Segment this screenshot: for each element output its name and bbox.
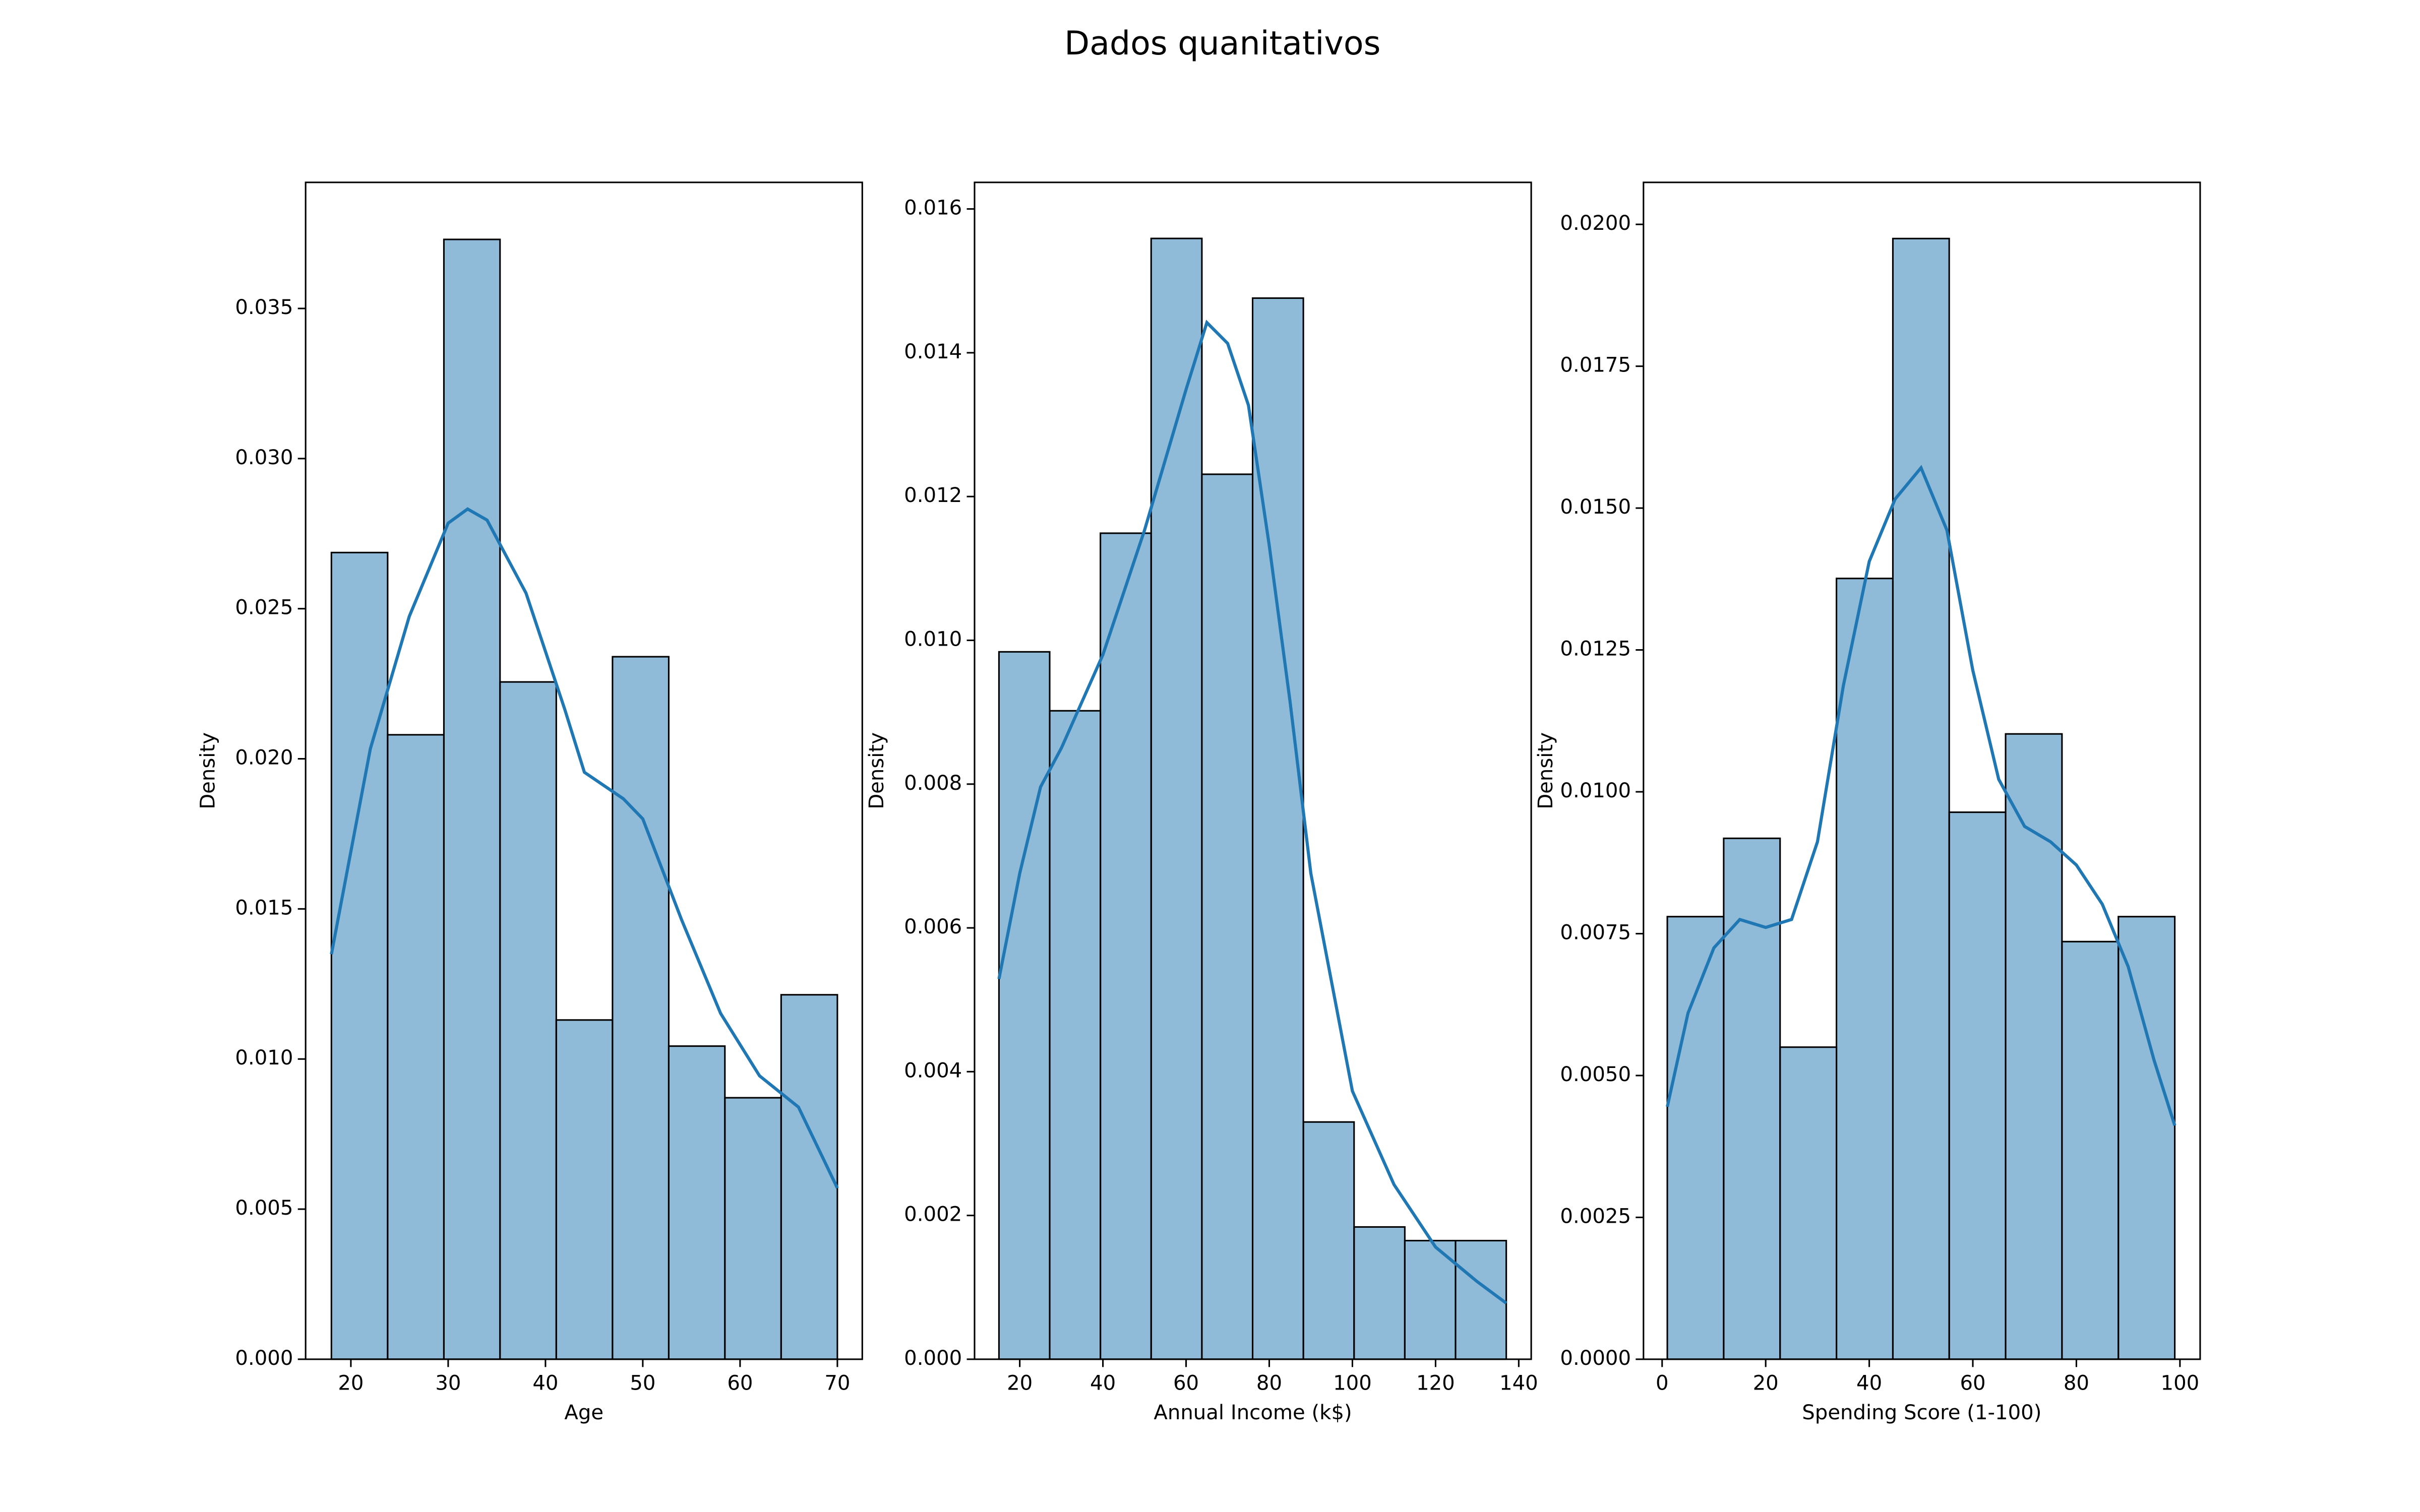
kde-line xyxy=(1666,465,2176,1126)
x-tick-label: 20 xyxy=(1753,1371,1779,1395)
y-tick-label: 0.016 xyxy=(904,197,962,220)
x-tick-label: 20 xyxy=(1007,1371,1033,1395)
kde-line xyxy=(997,320,1507,1305)
histogram-bar xyxy=(387,734,445,1360)
histogram-bar xyxy=(1666,916,1725,1360)
histogram-bar xyxy=(330,551,389,1360)
y-tick-label: 0.015 xyxy=(235,896,293,919)
y-tick-label: 0.012 xyxy=(904,484,962,507)
histogram-bar xyxy=(1251,297,1304,1360)
figure-title: Dados quanitativos xyxy=(1064,25,1380,62)
histogram-bar xyxy=(668,1045,726,1360)
histogram-bar xyxy=(1302,1121,1355,1360)
x-tick-label: 40 xyxy=(532,1371,558,1395)
histogram-bar xyxy=(1948,811,2007,1360)
x-tick-label: 50 xyxy=(630,1371,655,1395)
histogram-bar xyxy=(2061,940,2120,1360)
y-tick-label: 0.0025 xyxy=(1560,1205,1631,1228)
x-tick-label: 20 xyxy=(338,1371,364,1395)
histogram-bar xyxy=(780,994,838,1360)
x-tick-label: 80 xyxy=(2064,1371,2089,1395)
x-axis-label: Annual Income (k$) xyxy=(1154,1401,1352,1424)
histogram-bar xyxy=(2118,916,2176,1360)
histogram-bar xyxy=(1201,473,1254,1360)
x-tick-label: 60 xyxy=(727,1371,753,1395)
y-tick-label: 0.0000 xyxy=(1560,1347,1631,1370)
y-tick-label: 0.010 xyxy=(904,627,962,651)
y-tick-label: 0.010 xyxy=(235,1046,293,1069)
histogram-bar xyxy=(499,681,557,1360)
histogram-bar xyxy=(1892,237,1950,1360)
x-tick-label: 60 xyxy=(1173,1371,1199,1395)
histogram-bar xyxy=(555,1019,614,1360)
y-tick-label: 0.0125 xyxy=(1560,638,1631,661)
histogram-bar xyxy=(1353,1226,1406,1360)
x-tick-label: 70 xyxy=(824,1371,850,1395)
x-tick-label: 120 xyxy=(1416,1371,1455,1395)
axes-frame xyxy=(1643,181,2201,1360)
x-tick-label: 80 xyxy=(1256,1371,1282,1395)
x-tick-label: 100 xyxy=(2161,1371,2200,1395)
y-tick-label: 0.0175 xyxy=(1560,354,1631,377)
histogram-bar xyxy=(998,651,1051,1360)
histogram-bar xyxy=(2005,733,2063,1360)
y-tick-label: 0.030 xyxy=(235,446,293,469)
x-axis-label: Age xyxy=(564,1401,603,1424)
y-tick-label: 0.000 xyxy=(904,1347,962,1370)
x-tick-label: 100 xyxy=(1333,1371,1372,1395)
y-tick-label: 0.008 xyxy=(904,772,962,795)
y-tick-label: 0.002 xyxy=(904,1203,962,1226)
y-tick-label: 0.0200 xyxy=(1560,212,1631,235)
y-axis-label: Density xyxy=(865,732,888,809)
histogram-bar xyxy=(1723,837,1781,1360)
x-tick-label: 30 xyxy=(435,1371,461,1395)
y-tick-label: 0.006 xyxy=(904,915,962,938)
y-tick-label: 0.004 xyxy=(904,1059,962,1082)
histogram-bar xyxy=(1779,1046,1838,1360)
y-tick-label: 0.020 xyxy=(235,746,293,770)
histogram-bar xyxy=(443,238,501,1360)
y-tick-label: 0.0100 xyxy=(1560,779,1631,802)
y-axis-label: Density xyxy=(1534,732,1557,809)
y-tick-label: 0.005 xyxy=(235,1196,293,1220)
x-axis-label: Spending Score (1-100) xyxy=(1802,1401,2041,1424)
histogram-bar xyxy=(1049,710,1102,1360)
x-tick-label: 140 xyxy=(1499,1371,1538,1395)
y-tick-label: 0.014 xyxy=(904,340,962,363)
histogram-bar xyxy=(612,656,670,1360)
axes-frame xyxy=(974,181,1532,1360)
y-tick-label: 0.0050 xyxy=(1560,1063,1631,1086)
y-tick-label: 0.025 xyxy=(235,596,293,619)
x-tick-label: 40 xyxy=(1090,1371,1116,1395)
x-tick-label: 60 xyxy=(1960,1371,1985,1395)
y-tick-label: 0.0075 xyxy=(1560,921,1631,944)
histogram-bar xyxy=(1836,578,1894,1360)
histogram-bar xyxy=(1455,1240,1507,1360)
x-tick-label: 40 xyxy=(1856,1371,1882,1395)
y-tick-label: 0.0150 xyxy=(1560,495,1631,519)
y-axis-label: Density xyxy=(196,732,219,809)
y-tick-label: 0.035 xyxy=(235,296,293,319)
kde-line xyxy=(330,507,839,1189)
axes-frame xyxy=(305,181,863,1360)
histogram-bar xyxy=(1150,237,1203,1360)
histogram-bar xyxy=(1100,532,1152,1360)
y-tick-label: 0.000 xyxy=(235,1347,293,1370)
histogram-bar xyxy=(724,1097,782,1360)
x-tick-label: 0 xyxy=(1656,1371,1669,1395)
